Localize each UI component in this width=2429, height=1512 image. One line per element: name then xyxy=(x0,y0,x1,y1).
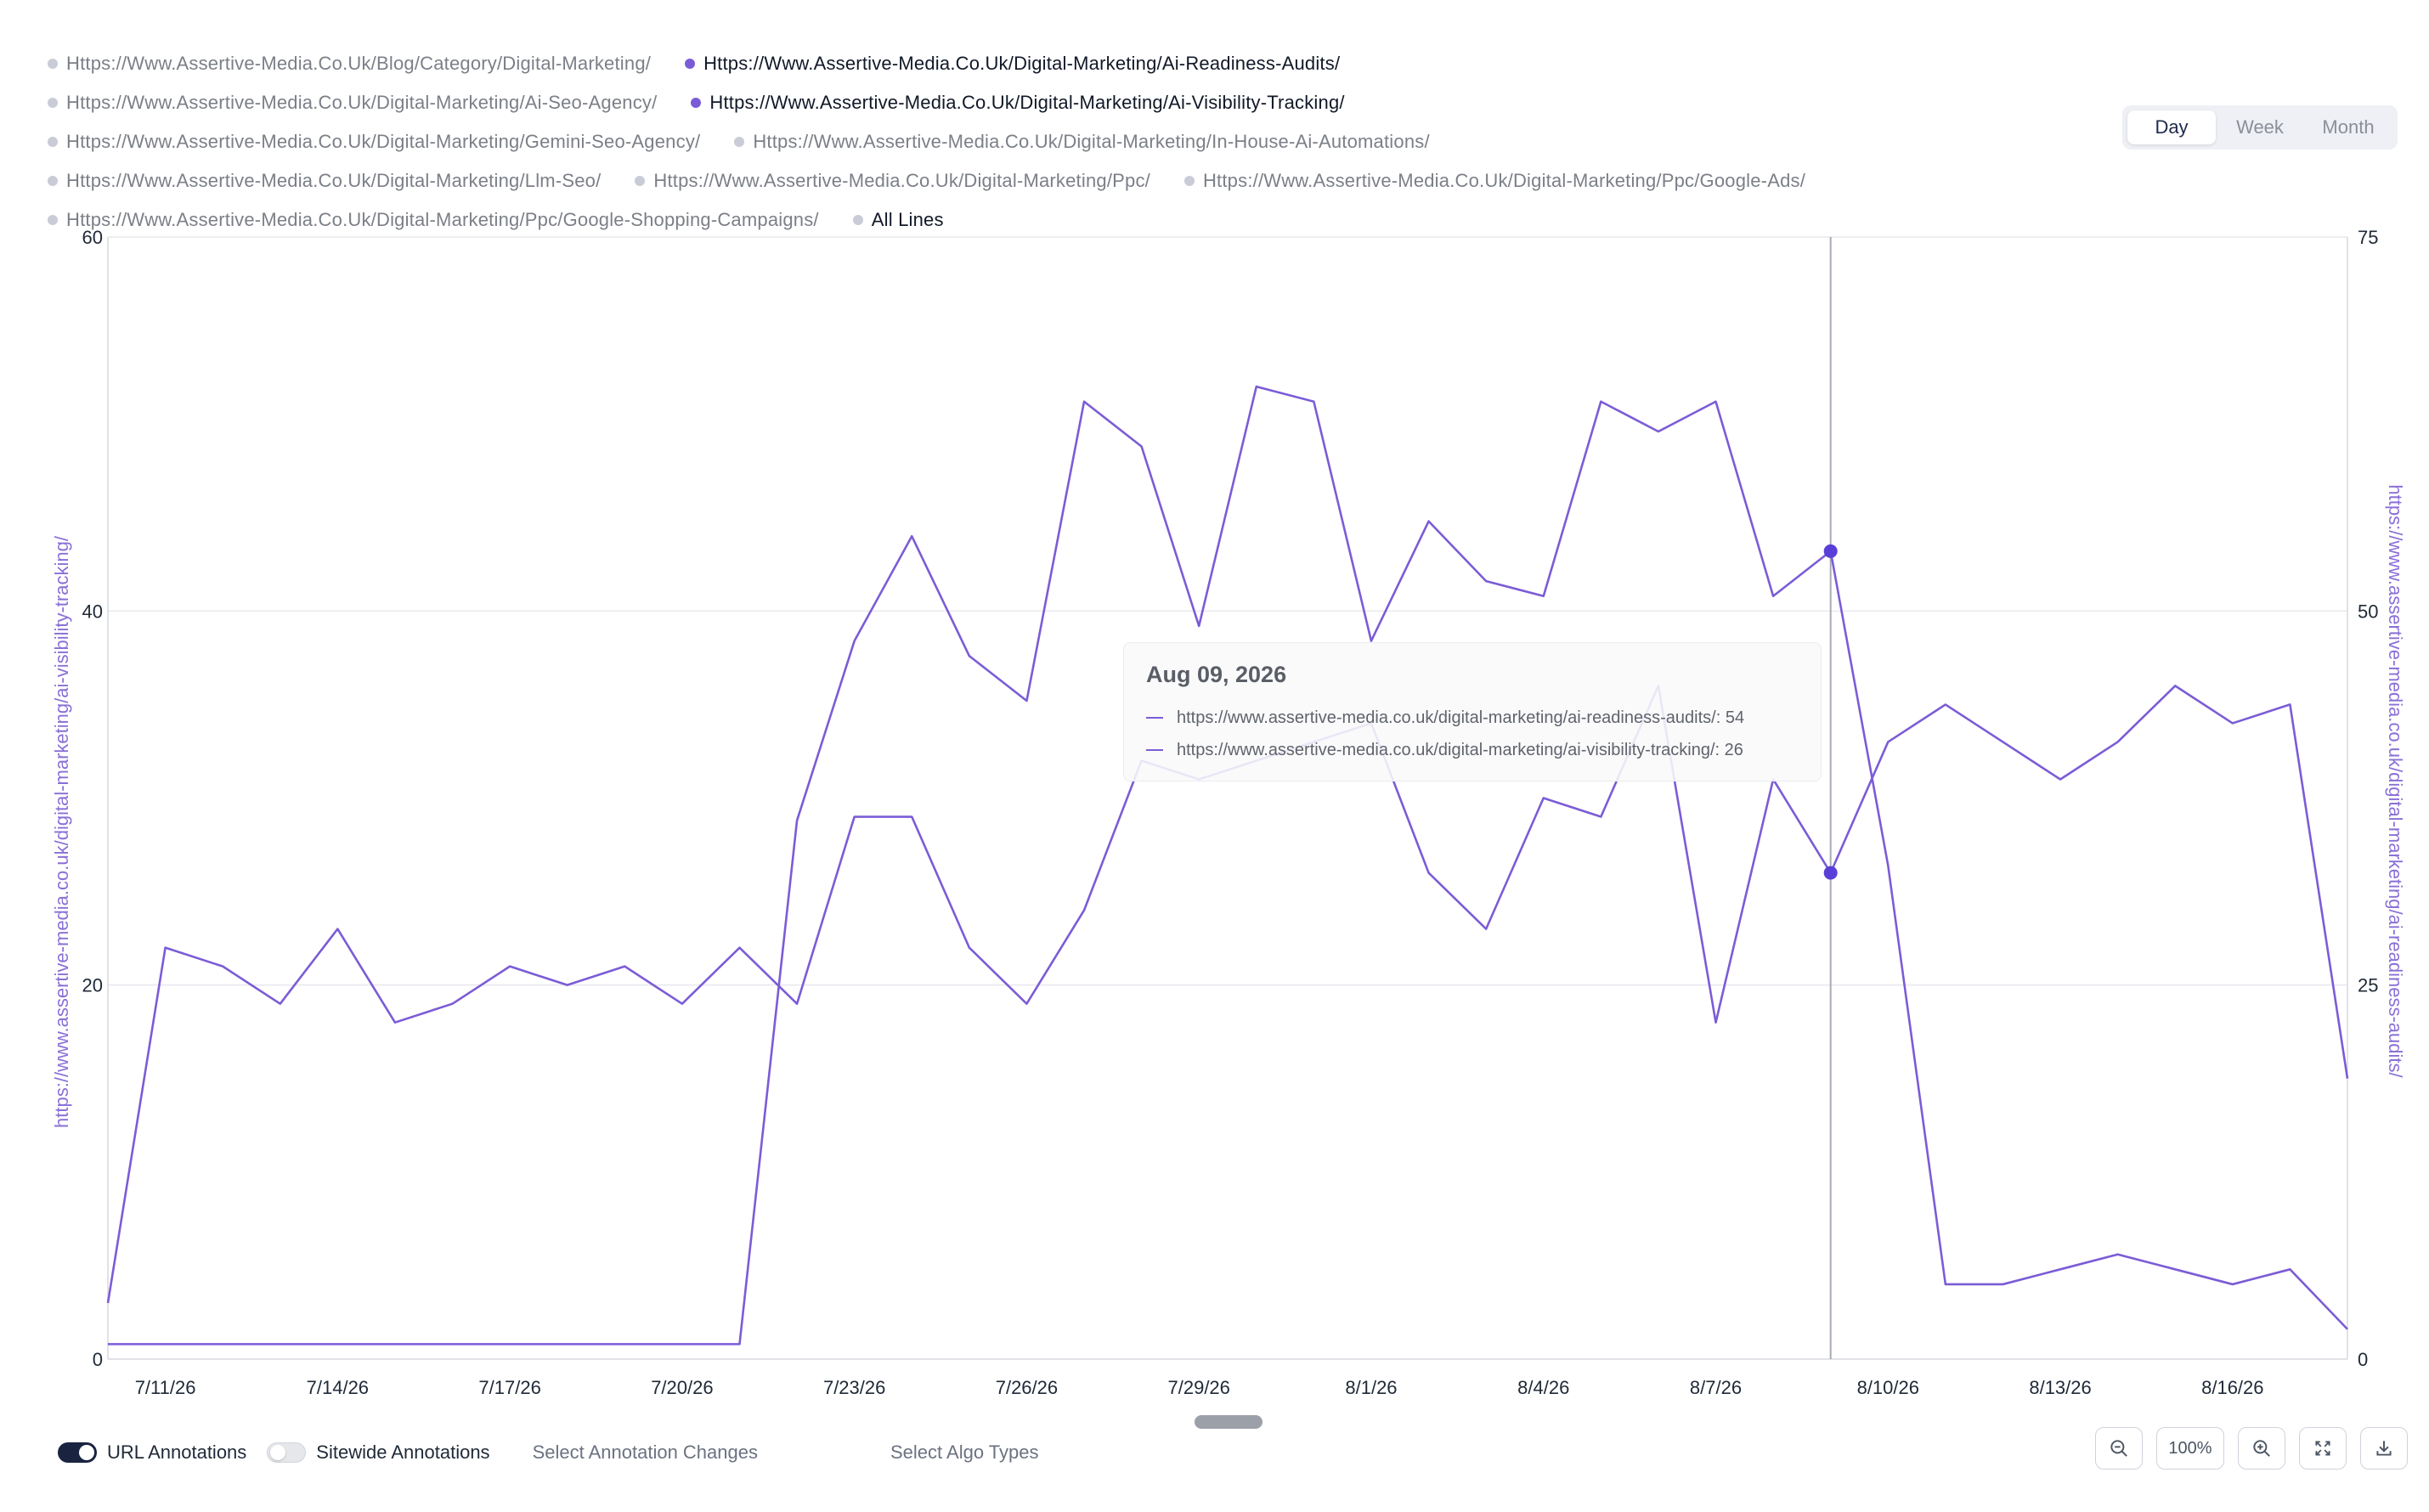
line-chart[interactable]: 0 20 40 60 0 25 50 75 7/11/26 7/14/26 7/17/26 7/20/… xyxy=(0,0,2429,1427)
chart-legend: Https://Www.Assertive-Media.Co.Uk/Blog/C… xyxy=(48,53,2027,231)
left-axis-tick-label: 0 xyxy=(93,1349,103,1370)
download-icon xyxy=(2376,1441,2392,1456)
legend-item-label: Https://Www.Assertive-Media.Co.Uk/Digita… xyxy=(66,170,602,191)
x-axis-tick-label: 8/1/26 xyxy=(1345,1377,1397,1398)
legend-item-label: Https://Www.Assertive-Media.Co.Uk/Digita… xyxy=(703,53,1341,74)
right-axis-title: https://www.assertive-media.co.uk/digita… xyxy=(2385,484,2406,1078)
x-axis-tick-label: 7/26/26 xyxy=(996,1377,1058,1398)
tooltip-date: Aug 09, 2026 xyxy=(1146,662,1287,687)
range-month-button[interactable]: Month xyxy=(2322,116,2375,138)
legend-item[interactable]: Https://Www.Assertive-Media.Co.Uk/Digita… xyxy=(635,170,1150,192)
legend-dot-icon xyxy=(48,98,58,108)
x-axis-tick-label: 7/23/26 xyxy=(823,1377,885,1398)
legend-item[interactable]: Https://Www.Assertive-Media.Co.Uk/Digita… xyxy=(1183,170,1806,192)
series-swatch-icon xyxy=(1146,749,1163,751)
expand-icon xyxy=(2315,1441,2330,1456)
x-axis-tick-label: 8/4/26 xyxy=(1517,1377,1569,1398)
legend-dot-icon xyxy=(48,137,58,147)
sitewide-annotations-toggle[interactable]: Sitewide Annotations xyxy=(267,1441,490,1464)
x-axis-tick-label: 7/17/26 xyxy=(478,1377,540,1398)
legend-dot-icon xyxy=(48,176,58,186)
annotation-controls: URL Annotations Sitewide Annotations Sel… xyxy=(58,1437,1038,1468)
legend-item[interactable]: Https://Www.Assertive-Media.Co.Uk/Digita… xyxy=(48,209,819,231)
right-axis-tick-label: 25 xyxy=(2358,975,2378,996)
x-axis-tick-label: 7/20/26 xyxy=(651,1377,713,1398)
zoom-out-button[interactable] xyxy=(2095,1427,2143,1470)
right-axis-tick-label: 75 xyxy=(2358,227,2378,248)
tooltip-row: https://www.assertive-media.co.uk/digita… xyxy=(1146,702,1799,734)
toggle-switch-on-icon[interactable] xyxy=(58,1442,97,1463)
series-swatch-icon xyxy=(1146,717,1163,719)
download-button[interactable] xyxy=(2360,1427,2408,1470)
zoom-level-button[interactable]: 100% xyxy=(2156,1427,2224,1470)
legend-item-label: Https://Www.Assertive-Media.Co.Uk/Digita… xyxy=(753,131,1430,152)
legend-item[interactable]: Https://Www.Assertive-Media.Co.Uk/Digita… xyxy=(48,170,601,192)
legend-item[interactable]: Https://Www.Assertive-Media.Co.Uk/Digita… xyxy=(734,131,1430,153)
left-axis-tick-label: 40 xyxy=(82,601,103,622)
fullscreen-button[interactable] xyxy=(2299,1427,2347,1470)
tooltip-row: https://www.assertive-media.co.uk/digita… xyxy=(1146,734,1799,766)
hover-point-marker xyxy=(1823,866,1838,880)
x-axis-tick-label: 7/11/26 xyxy=(135,1377,196,1398)
legend-dot-icon xyxy=(852,215,863,225)
legend-item-label: Https://Www.Assertive-Media.Co.Uk/Digita… xyxy=(1202,170,1806,191)
right-axis-tick-label: 0 xyxy=(2358,1349,2368,1370)
zoom-in-button[interactable] xyxy=(2238,1427,2285,1470)
chart-scroll-handle[interactable] xyxy=(1195,1415,1263,1429)
range-day-button[interactable]: Day xyxy=(2127,110,2216,144)
x-axis-tick-label: 8/13/26 xyxy=(2029,1377,2091,1398)
legend-item[interactable]: Https://Www.Assertive-Media.Co.Uk/Digita… xyxy=(48,131,700,153)
select-annotation-changes-dropdown[interactable]: Select Annotation Changes xyxy=(532,1441,758,1463)
chart-tooltip: Aug 09, 2026 https://www.assertive-media… xyxy=(1123,642,1822,781)
series-line-ai-readiness-audits xyxy=(108,385,2348,1346)
sitewide-annotations-label: Sitewide Annotations xyxy=(316,1441,490,1463)
legend-item[interactable]: Https://Www.Assertive-Media.Co.Uk/Digita… xyxy=(691,92,1345,114)
legend-dot-icon xyxy=(685,59,696,69)
left-axis-title: https://www.assertive-media.co.uk/digita… xyxy=(51,535,72,1128)
legend-dot-icon xyxy=(691,98,702,108)
x-axis-tick-label: 8/7/26 xyxy=(1690,1377,1742,1398)
legend-item-all-lines[interactable]: All Lines xyxy=(852,209,944,231)
legend-item-label: Https://Www.Assertive-Media.Co.Uk/Digita… xyxy=(66,131,701,152)
select-algo-types-dropdown[interactable]: Select Algo Types xyxy=(890,1441,1039,1463)
tooltip-row-text: https://www.assertive-media.co.uk/digita… xyxy=(1177,708,1745,727)
legend-item-label: Https://Www.Assertive-Media.Co.Uk/Blog/C… xyxy=(66,53,652,74)
left-axis-tick-label: 60 xyxy=(82,227,103,248)
legend-item-label: All Lines xyxy=(871,209,944,230)
toggle-switch-off-icon[interactable] xyxy=(267,1442,307,1463)
legend-dot-icon xyxy=(734,137,745,147)
hover-point-marker xyxy=(1823,544,1838,558)
url-annotations-label: URL Annotations xyxy=(107,1441,247,1463)
legend-item[interactable]: Https://Www.Assertive-Media.Co.Uk/Blog/C… xyxy=(48,53,651,75)
range-week-button[interactable]: Week xyxy=(2236,116,2284,138)
legend-item[interactable]: Https://Www.Assertive-Media.Co.Uk/Digita… xyxy=(48,92,657,114)
time-range-toggle: Day Week Month xyxy=(2122,105,2398,150)
zoom-out-icon xyxy=(2110,1440,2127,1457)
legend-item-label: Https://Www.Assertive-Media.Co.Uk/Digita… xyxy=(653,170,1150,191)
legend-dot-icon xyxy=(635,176,646,186)
zoom-in-icon xyxy=(2253,1440,2270,1457)
legend-item-label: Https://Www.Assertive-Media.Co.Uk/Digita… xyxy=(66,92,658,113)
x-axis-tick-label: 8/16/26 xyxy=(2201,1377,2263,1398)
legend-item-label: Https://Www.Assertive-Media.Co.Uk/Digita… xyxy=(66,209,819,230)
tooltip-row-text: https://www.assertive-media.co.uk/digita… xyxy=(1177,740,1743,759)
legend-dot-icon xyxy=(48,59,58,69)
legend-dot-icon xyxy=(48,215,58,225)
zoom-controls: 100% xyxy=(2095,1427,2408,1470)
left-axis-tick-label: 20 xyxy=(82,975,103,996)
url-annotations-toggle[interactable]: URL Annotations xyxy=(58,1441,246,1464)
legend-item[interactable]: Https://Www.Assertive-Media.Co.Uk/Digita… xyxy=(685,53,1340,75)
x-axis-tick-label: 7/29/26 xyxy=(1168,1377,1230,1398)
legend-dot-icon xyxy=(1183,176,1195,186)
right-axis-tick-label: 50 xyxy=(2358,601,2378,622)
legend-item-label: Https://Www.Assertive-Media.Co.Uk/Digita… xyxy=(709,92,1345,113)
x-axis-tick-label: 7/14/26 xyxy=(307,1377,369,1398)
x-axis-tick-label: 8/10/26 xyxy=(1857,1377,1919,1398)
